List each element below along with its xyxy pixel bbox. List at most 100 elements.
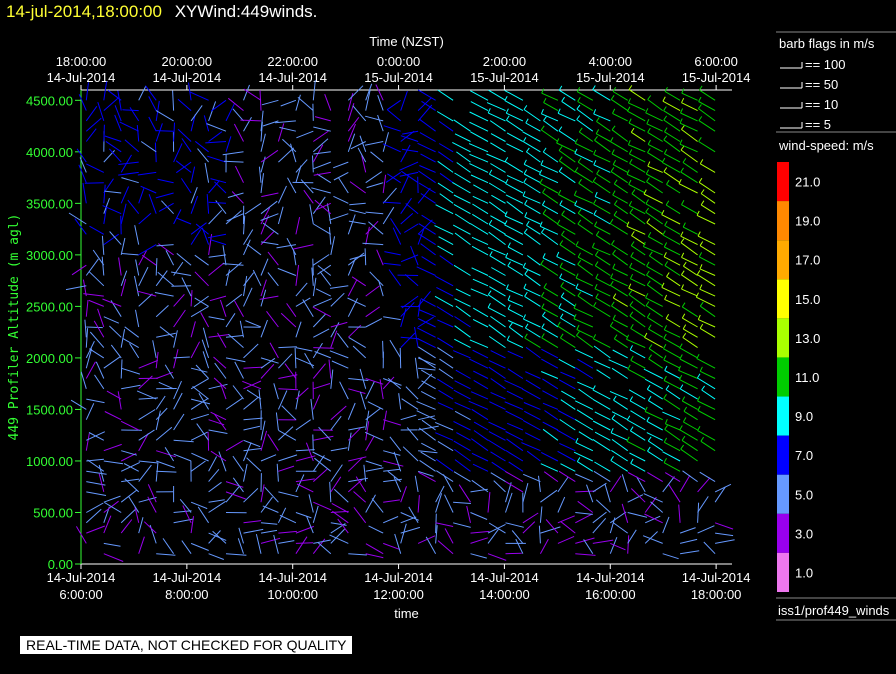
- wind-barb: [173, 413, 185, 431]
- wind-barb: [612, 194, 628, 204]
- wind-barb: [527, 255, 541, 266]
- wind-barb: [208, 316, 225, 321]
- wind-barb-flag: [577, 252, 581, 258]
- wind-barb-flag: [699, 366, 703, 372]
- wind-barb: [312, 155, 314, 173]
- wind-barb: [286, 237, 297, 256]
- wind-barb: [209, 295, 227, 302]
- wind-barb: [190, 397, 209, 410]
- wind-barb: [138, 188, 145, 204]
- wind-barb-flag: [524, 212, 528, 218]
- wind-barb: [120, 270, 128, 286]
- wind-barb: [203, 115, 210, 132]
- wind-barb-flag: [663, 167, 668, 172]
- wind-barb-flag: [524, 269, 529, 275]
- wind-barb-flag: [646, 218, 651, 223]
- wind-barb: [593, 345, 611, 359]
- wind-barb: [647, 165, 663, 173]
- wind-barb: [70, 399, 87, 410]
- wind-barb: [330, 464, 343, 482]
- wind-barb: [437, 347, 454, 359]
- wind-barb: [438, 236, 454, 246]
- wind-barb: [525, 371, 541, 379]
- wind-barb: [205, 141, 227, 144]
- wind-barb: [267, 434, 279, 451]
- wind-barb: [194, 297, 209, 307]
- wind-barb: [505, 257, 524, 266]
- wind-barb: [348, 426, 365, 431]
- wind-barb: [103, 198, 110, 214]
- wind-barb: [190, 105, 203, 122]
- top-tick-label-date: 15-Jul-2014: [470, 70, 539, 85]
- wind-barb: [312, 505, 319, 523]
- wind-barb: [560, 371, 576, 379]
- wind-barb: [506, 112, 524, 122]
- wind-barb: [539, 538, 549, 554]
- wind-barb: [349, 202, 366, 206]
- wind-barb-flag: [577, 291, 582, 297]
- wind-barb-flag: [643, 189, 647, 195]
- wind-barb: [279, 126, 297, 132]
- wind-barb: [594, 411, 611, 421]
- wind-barb: [377, 95, 384, 111]
- wind-barb: [560, 399, 576, 410]
- wind-barb: [490, 133, 506, 142]
- wind-barb: [539, 182, 559, 194]
- wind-barb: [417, 219, 433, 235]
- wind-barb: [488, 223, 506, 235]
- wind-barb: [679, 429, 698, 441]
- wind-barb: [543, 120, 559, 132]
- wind-barb: [592, 511, 607, 524]
- wind-barb-flag: [561, 96, 566, 102]
- wind-barb: [507, 308, 524, 318]
- wind-barb: [594, 196, 611, 204]
- wind-barb-flag: [681, 97, 685, 103]
- wind-barb: [629, 400, 646, 410]
- wind-barb: [238, 527, 244, 544]
- wind-barb: [390, 218, 402, 235]
- wind-barb-flag: [613, 395, 617, 401]
- wind-barb: [280, 99, 297, 107]
- wind-barb: [683, 265, 698, 276]
- wind-barb: [643, 193, 663, 204]
- wind-barb: [140, 141, 157, 153]
- wind-barb: [137, 171, 157, 176]
- wind-barb: [561, 100, 576, 112]
- wind-barb: [212, 530, 227, 544]
- y-tick-label: 3500.00: [26, 196, 73, 211]
- wind-barb: [318, 426, 332, 441]
- wind-barb: [697, 377, 716, 390]
- wind-barb: [295, 321, 302, 338]
- wind-barb-flag: [543, 116, 547, 121]
- wind-barb: [190, 341, 201, 359]
- wind-barb: [621, 474, 629, 493]
- wind-barb: [490, 451, 506, 462]
- wind-barb: [471, 408, 489, 421]
- wind-barb: [715, 532, 734, 537]
- wind-barb-flag: [646, 261, 650, 267]
- wind-barb: [439, 193, 454, 204]
- wind-barb: [699, 256, 716, 266]
- wind-barb: [630, 359, 646, 369]
- wind-barb: [173, 309, 186, 328]
- wind-barb-flag: [540, 160, 544, 166]
- barb-legend-title: barb flags in m/s: [779, 36, 875, 51]
- wind-barb: [219, 382, 227, 400]
- wind-barb: [592, 438, 611, 452]
- wind-barb: [120, 420, 139, 431]
- wind-barb-flag: [561, 210, 565, 216]
- wind-barb: [628, 144, 646, 153]
- wind-barb-flag: [574, 167, 579, 172]
- wind-barb: [156, 553, 176, 556]
- wind-barb: [366, 182, 384, 189]
- wind-barb: [303, 189, 314, 204]
- wind-barb: [507, 320, 524, 328]
- wind-barb: [103, 542, 121, 547]
- wind-barb: [631, 245, 646, 256]
- wind-barb: [313, 151, 331, 155]
- wind-barb: [175, 160, 192, 173]
- wind-barb: [662, 516, 670, 534]
- wind-barb: [243, 366, 264, 369]
- wind-barb: [435, 493, 443, 513]
- wind-barb: [592, 180, 611, 194]
